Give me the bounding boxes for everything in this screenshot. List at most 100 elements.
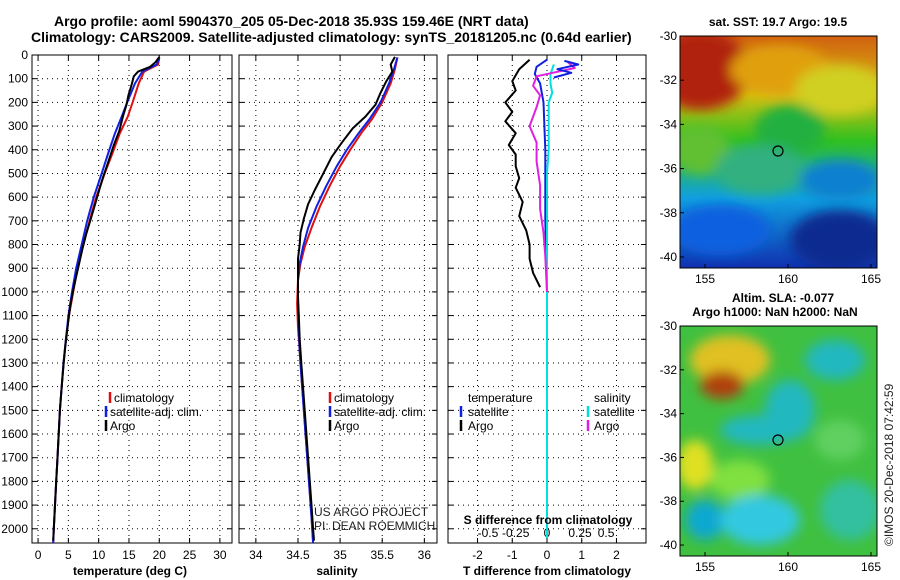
legend-satellite-label: satellite-adj. clim. <box>334 405 426 419</box>
legend-satellite-label: satellite-adj. clim. <box>110 405 202 419</box>
s-tick-label: -0.25 <box>502 526 530 540</box>
temperature-profile-panel: 0 5 10 15 20 25 300100200300400500600700800900… <box>1 48 233 562</box>
legend-argo-label: Argo <box>334 419 360 433</box>
map-y-tick-label: -32 <box>660 363 678 377</box>
x-tick-label: -2 <box>472 548 483 562</box>
difference-profile-panel: -2 -1 0 1 2-0.5 -0.25 0 0.25 0.5 <box>447 54 647 562</box>
title-line-1: Argo profile: aoml 5904370_205 05-Dec-20… <box>54 13 529 29</box>
y-tick-label: 900 <box>8 261 28 275</box>
map-y-tick-label: -32 <box>660 73 678 87</box>
map-y-tick-label: -40 <box>660 250 678 264</box>
y-tick-label: 2000 <box>1 522 28 536</box>
sla-map-title-1: Altim. SLA: -0.077 <box>732 291 834 305</box>
temperature-legend: climatology satellite-adj. clim. Argo <box>104 391 202 433</box>
y-tick-label: 600 <box>8 190 28 204</box>
y-tick-label: 1800 <box>1 474 28 488</box>
legend-t-argo-label: Argo <box>468 419 494 433</box>
sst-map-title: sat. SST: 19.7 Argo: 19.5 <box>709 15 848 29</box>
map-y-tick-label: -34 <box>660 407 678 421</box>
y-tick-label: 1700 <box>1 451 28 465</box>
y-tick-label: 1200 <box>1 332 28 346</box>
series-line-t-argo <box>504 58 541 288</box>
map-y-tick-label: -38 <box>660 494 678 508</box>
x-tick-label: 15 <box>122 548 136 562</box>
series-line-t-satellite <box>533 58 548 539</box>
map-y-tick-label: -36 <box>660 450 678 464</box>
map-x-tick-label: 160 <box>778 560 798 574</box>
y-tick-label: 300 <box>8 119 28 133</box>
t-difference-axis-label: T difference from climatology <box>463 564 631 578</box>
title-line-2: Climatology: CARS2009. Satellite-adjuste… <box>31 29 632 45</box>
imos-credit: ©IMOS 20-Dec-2018 07:42:59 <box>882 383 896 546</box>
series-line-s-satellite <box>546 64 555 539</box>
y-tick-label: 0 <box>21 48 28 62</box>
temperature-axis-label: temperature (deg C) <box>73 564 187 578</box>
sla-argo-location-marker <box>772 434 784 446</box>
y-tick-label: 1300 <box>1 356 28 370</box>
y-tick-label: 800 <box>8 238 28 252</box>
x-tick-label: 34 <box>249 548 263 562</box>
x-tick-label: -1 <box>507 548 518 562</box>
series-line-s-argo <box>528 61 576 292</box>
y-tick-label: 1400 <box>1 380 28 394</box>
series-line-argo <box>52 56 161 541</box>
y-tick-label: 200 <box>8 95 28 109</box>
s-tick-label: 0.25 <box>568 526 592 540</box>
sla-map-title-2: Argo h1000: NaN h2000: NaN <box>692 305 857 319</box>
y-tick-label: 400 <box>8 143 28 157</box>
map-x-tick-label: 155 <box>695 560 715 574</box>
y-tick-label: 1500 <box>1 403 28 417</box>
map-x-tick-label: 160 <box>778 272 798 286</box>
map-y-tick-label: -30 <box>660 319 678 333</box>
y-tick-label: 1000 <box>1 285 28 299</box>
y-tick-label: 1600 <box>1 427 28 441</box>
series-line-argo <box>297 56 396 541</box>
panel-frame <box>238 54 438 544</box>
legend-temperature-title: temperature <box>468 391 533 405</box>
map-y-tick-label: -34 <box>660 117 678 131</box>
legend-t-satellite-label: satellite <box>468 405 509 419</box>
legend-salinity-title: salinity <box>594 391 631 405</box>
y-tick-label: 700 <box>8 214 28 228</box>
map-y-tick-label: -38 <box>660 206 678 220</box>
y-tick-label: 100 <box>8 72 28 86</box>
y-tick-label: 500 <box>8 166 28 180</box>
x-tick-label: 5 <box>65 548 72 562</box>
salinity-axis-label: salinity <box>316 564 358 578</box>
x-tick-label: 35 <box>333 548 347 562</box>
x-tick-label: 34.5 <box>286 548 310 562</box>
map-x-tick-label: 155 <box>695 272 715 286</box>
y-tick-label: 1100 <box>2 309 28 323</box>
legend-climatology-label: climatology <box>334 391 394 405</box>
legend-s-argo-label: Argo <box>594 419 620 433</box>
project-credit: US ARGO PROJECT <box>314 505 429 519</box>
x-tick-label: 25 <box>183 548 197 562</box>
map-y-tick-label: -36 <box>660 162 678 176</box>
s-tick-label: -0.5 <box>478 526 499 540</box>
difference-legend: temperature satellite Argo salinity sate… <box>459 391 635 433</box>
s-difference-axis-label: S difference from climatology <box>464 513 633 527</box>
x-tick-label: 0 <box>544 548 551 562</box>
series-line-satellite-adj-clim- <box>52 57 161 544</box>
salinity-profile-panel: 34 34.5 35 35.5 36 <box>238 54 438 562</box>
series-line-s-clim-spikes <box>553 59 580 79</box>
x-tick-label: 35.5 <box>371 548 395 562</box>
salinity-legend: climatology satellite-adj. clim. Argo <box>328 391 426 433</box>
x-tick-label: 1 <box>578 548 585 562</box>
map-y-tick-label: -30 <box>660 29 678 43</box>
x-tick-label: 2 <box>613 548 620 562</box>
series-line-climatology <box>52 57 161 544</box>
x-tick-label: 10 <box>92 548 106 562</box>
legend-climatology-label: climatology <box>114 391 174 405</box>
map-y-tick-label: -40 <box>660 538 678 552</box>
y-tick-label: 1900 <box>1 498 28 512</box>
pi-credit: PI: DEAN ROEMMICH <box>314 519 435 533</box>
x-tick-label: 36 <box>418 548 432 562</box>
sst-map: sat. SST: 19.7 Argo: 19.5 -30 -32 -34 -36 -3… <box>660 15 882 286</box>
panel-frame <box>31 54 233 544</box>
map-x-tick-label: 165 <box>861 272 881 286</box>
map-x-tick-label: 165 <box>861 560 881 574</box>
sst-argo-location-marker <box>772 145 784 157</box>
legend-argo-label: Argo <box>110 419 136 433</box>
